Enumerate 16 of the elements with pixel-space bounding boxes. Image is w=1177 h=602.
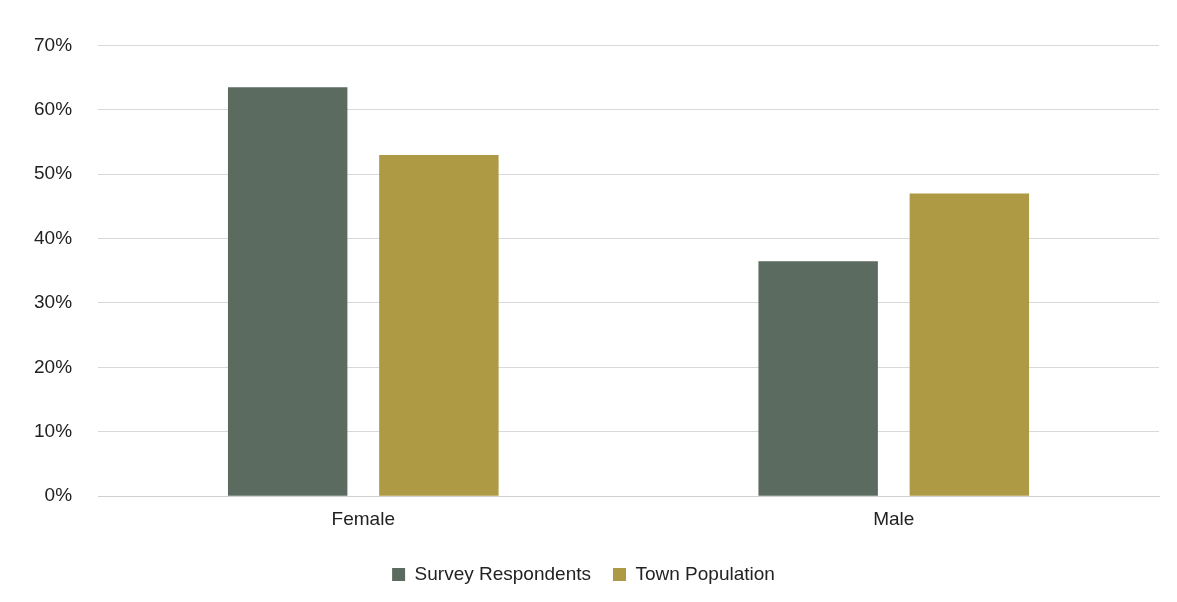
y-tick-label: 50% [34,162,73,184]
y-tick-label: 70% [34,33,73,55]
y-tick-label: 40% [34,226,73,248]
legend-label: Town Population [635,562,775,584]
x-tick-label: Male [873,507,915,529]
legend-label: Survey Respondents [414,562,591,584]
bar [758,261,878,496]
y-tick-label: 60% [34,98,73,120]
y-tick-label: 20% [34,355,73,377]
y-tick-label: 10% [34,420,73,442]
x-tick-label: Female [331,507,395,529]
y-tick-label: 30% [34,291,73,313]
bar [227,87,348,496]
y-tick-label: 0% [44,484,73,506]
bar [909,193,1030,496]
bar [379,154,499,496]
